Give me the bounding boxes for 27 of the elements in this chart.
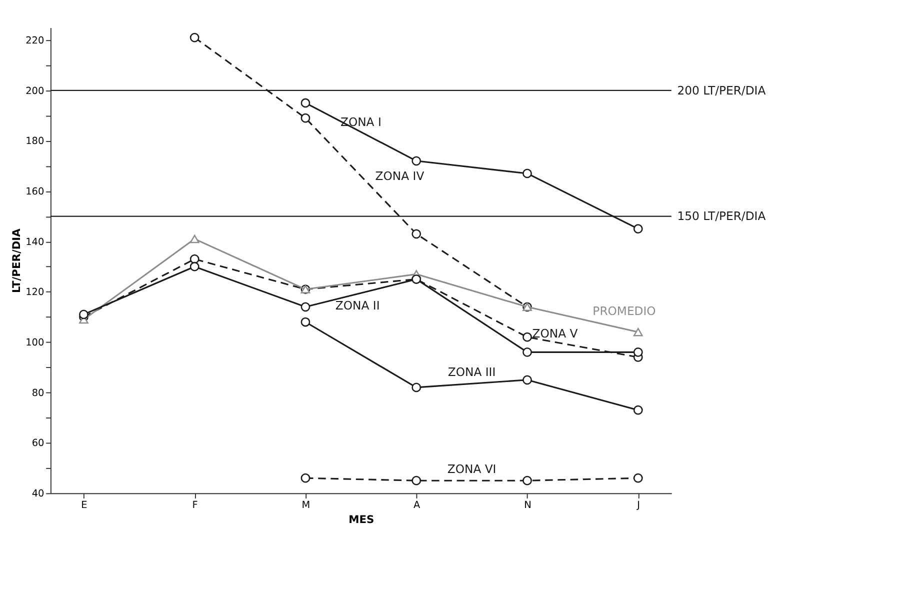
y-tick-label: 40 xyxy=(32,488,44,500)
y-tick-label: 80 xyxy=(32,388,44,399)
y-tick-label: 200 xyxy=(26,86,44,97)
y-tick-label: 60 xyxy=(32,438,44,450)
y-tick-label: 160 xyxy=(26,186,44,198)
x-tick-label: A xyxy=(414,500,421,512)
series-label: ZONA VI xyxy=(447,462,496,476)
y-tick-label: 140 xyxy=(26,236,44,248)
ref-line-label: 200 LT/PER/DIA xyxy=(677,83,766,98)
x-tick-label: N xyxy=(524,500,532,512)
x-tick-label: M xyxy=(302,500,310,512)
x-tick-label: J xyxy=(636,500,640,512)
x-tick-label: F xyxy=(192,500,198,512)
y-tick-label: 220 xyxy=(26,35,44,46)
y-tick-label: 100 xyxy=(26,338,44,349)
series-label: ZONA I xyxy=(340,115,382,130)
series-label: ZONA IV xyxy=(375,168,424,183)
y-axis-title: LT/PER/DIA xyxy=(10,228,23,294)
y-tick-label: 120 xyxy=(26,287,44,298)
x-axis-title: MES xyxy=(348,512,374,526)
x-tick-label: E xyxy=(81,500,88,512)
y-tick-label: 180 xyxy=(26,136,44,148)
series-label: ZONA III xyxy=(448,364,496,379)
series-label: ZONA V xyxy=(532,326,578,340)
ref-line-label: 150 LT/PER/DIA xyxy=(677,209,766,224)
series-label: ZONA II xyxy=(335,298,380,312)
series-label: PROMEDIO xyxy=(592,304,656,318)
